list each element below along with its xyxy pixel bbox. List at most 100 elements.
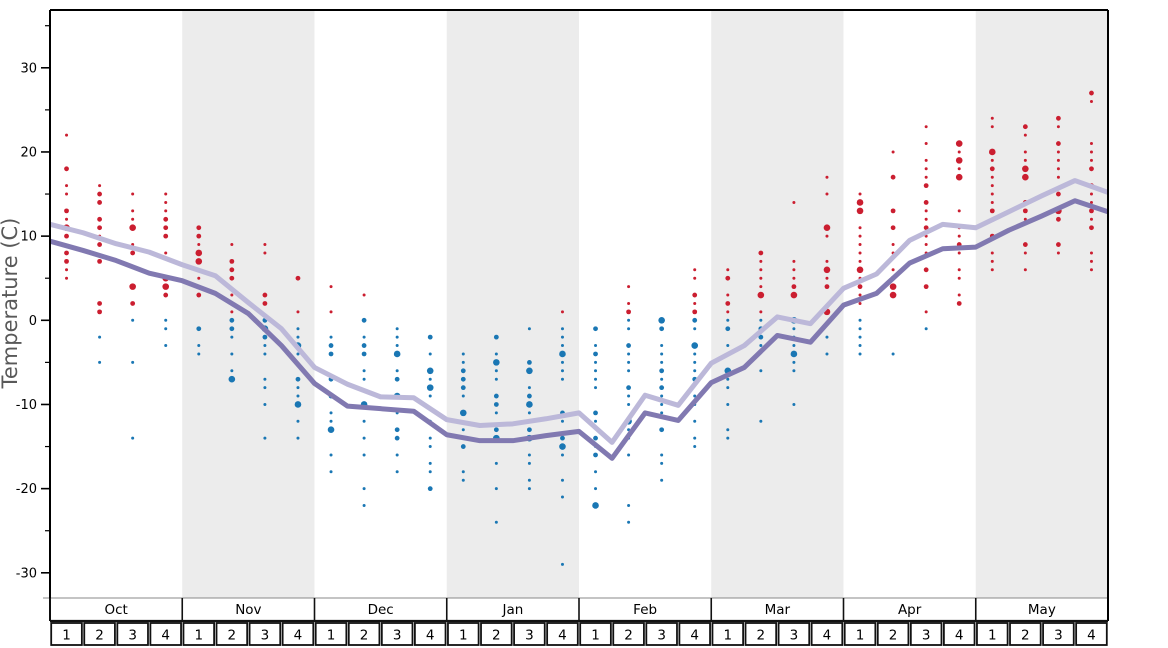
temp-dot-blue (328, 351, 334, 357)
week-cell (314, 622, 348, 646)
temp-dot-blue (494, 461, 498, 465)
temp-dot-blue (627, 394, 631, 398)
temp-dot-red (693, 301, 697, 305)
temp-dot-blue (329, 470, 333, 474)
month-label: May (1028, 602, 1056, 618)
temp-dot-red (990, 192, 994, 196)
temp-dot-blue (461, 360, 465, 364)
week-number-label: 2 (228, 628, 237, 644)
temp-dot-blue (296, 386, 300, 390)
week-cell (50, 622, 83, 646)
temp-dot-red (790, 291, 798, 299)
temp-dot-red (64, 250, 69, 256)
temp-dot-blue (196, 326, 202, 332)
temp-dot-blue (362, 453, 366, 457)
temp-dot-blue (262, 334, 268, 340)
y-tick-label: -30 (16, 566, 37, 581)
temp-dot-blue (627, 369, 631, 373)
temp-dot-red (1056, 175, 1060, 179)
temp-dot-red (129, 224, 136, 232)
temp-dot-red (65, 276, 69, 280)
week-cell (711, 622, 745, 646)
temp-dot-blue (494, 377, 498, 381)
temp-dot-blue (228, 375, 236, 383)
temp-dot-red (129, 283, 136, 290)
temp-dot-red (1022, 242, 1028, 247)
week-cell (149, 622, 182, 646)
temp-dot-red (1089, 99, 1093, 103)
week-cell (447, 622, 480, 646)
week-cell (182, 622, 216, 646)
temp-dot-blue (627, 503, 631, 507)
temp-dot-red (924, 175, 928, 179)
temp-dot-red (1056, 216, 1061, 222)
temp-dot-red (957, 209, 961, 213)
week-cell (1009, 622, 1042, 646)
temp-dot-blue (527, 453, 531, 457)
temp-dot-blue (98, 360, 102, 364)
temp-dot-blue (693, 394, 697, 398)
temp-dot-blue (493, 334, 499, 340)
lower-average-line (49, 198, 1109, 461)
week-number-label: 4 (1087, 628, 1096, 644)
week-cell (546, 622, 579, 646)
temp-dot-blue (461, 352, 465, 356)
temp-dot-red (1089, 158, 1093, 162)
temp-dot-red (957, 251, 961, 255)
week-number-label: 3 (261, 628, 270, 644)
temp-dot-red (164, 200, 168, 204)
week-cell (347, 622, 381, 646)
temp-dot-blue (427, 334, 433, 340)
temp-dot-blue (461, 428, 465, 432)
temp-dot-blue (594, 369, 598, 373)
temp-dot-blue (627, 352, 631, 356)
temp-dot-blue (594, 470, 598, 474)
temp-dot-blue (560, 478, 564, 482)
week-cell (1075, 622, 1108, 646)
temp-dot-blue (626, 385, 631, 391)
temp-dot-red (792, 276, 796, 280)
temp-dot-red (130, 301, 136, 306)
temp-dot-red (64, 233, 69, 239)
temp-dot-red (131, 209, 135, 213)
temp-dot-blue (362, 377, 366, 381)
temp-dot-red (924, 125, 928, 129)
temp-dot-blue (263, 344, 267, 348)
temp-dot-blue (362, 487, 366, 491)
temp-dot-blue (560, 453, 564, 457)
y-tick-label: 10 (20, 230, 37, 245)
temp-dot-blue (660, 402, 664, 406)
week-number-label: 1 (194, 628, 203, 644)
temp-dot-blue (263, 352, 267, 356)
temp-dot-red (891, 150, 895, 154)
week-number-label: 1 (62, 628, 71, 644)
temp-dot-red (1089, 208, 1094, 214)
temp-dot-blue (460, 368, 466, 374)
week-cell (744, 622, 778, 646)
temp-dot-blue (527, 461, 531, 465)
temp-dot-blue (593, 452, 598, 458)
temp-dot-blue (527, 327, 531, 331)
week-number-label: 2 (889, 628, 898, 644)
temp-dot-blue (593, 435, 598, 441)
temp-dot-blue (426, 367, 434, 375)
temp-dot-red (560, 310, 564, 314)
temp-dot-red (1089, 268, 1093, 272)
temp-dot-blue (858, 344, 862, 348)
temp-dot-red (825, 276, 829, 280)
temp-dot-red (1022, 165, 1029, 173)
temp-dot-blue (660, 360, 664, 364)
temp-dot-red (923, 200, 929, 205)
temp-dot-blue (460, 385, 466, 391)
temp-dot-red (164, 251, 168, 255)
temp-dot-blue (428, 470, 432, 474)
temp-dot-blue (660, 344, 664, 348)
temp-dot-red (957, 276, 961, 280)
temp-dot-blue (593, 410, 598, 416)
temp-dot-blue (559, 443, 566, 450)
temp-dot-red (725, 275, 731, 281)
temp-dot-blue (526, 367, 533, 375)
temp-dot-blue (230, 352, 234, 356)
temp-dot-red (923, 183, 929, 189)
temp-dot-red (229, 258, 235, 264)
